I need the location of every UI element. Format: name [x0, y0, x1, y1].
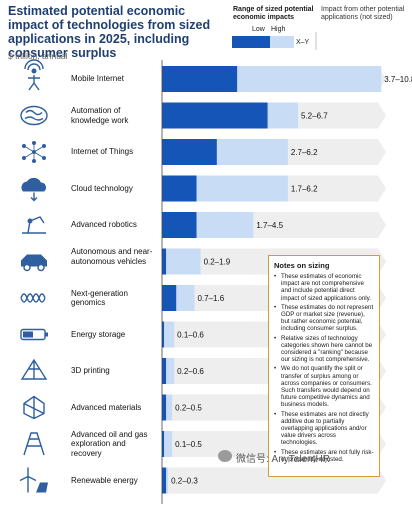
note-item: These estimates are not directly additiv…: [274, 411, 374, 447]
notes-list: These estimates of economic impact are n…: [274, 273, 374, 463]
range-label: 0.2–0.6: [177, 367, 204, 376]
brain-icon: [20, 105, 48, 126]
icon-part: [24, 59, 44, 71]
icon-part: [19, 467, 37, 493]
bar-high: [162, 394, 173, 421]
car-icon: [21, 254, 47, 272]
category-label: Advanced robotics: [71, 220, 137, 230]
bar-high: [162, 321, 175, 348]
robot-arm-icon: [22, 216, 46, 234]
range-label: 1.7–4.5: [256, 221, 283, 230]
bar-low: [162, 102, 268, 129]
watermark-text: 微信号: AnyTalentHR: [236, 454, 330, 465]
icon-part: [23, 331, 33, 338]
category-label: Automation of knowledge work: [71, 106, 129, 125]
person-signal-icon: [24, 59, 44, 91]
category-label: Advanced oil and gas exploration and rec…: [71, 429, 148, 458]
bar-low: [162, 394, 167, 421]
range-label: 3.7–10.8: [384, 75, 412, 84]
icon-part: [32, 150, 36, 154]
bar-low: [162, 66, 238, 92]
crystal-icon: [23, 395, 45, 420]
wind-solar-icon: [19, 467, 48, 493]
icon-part: [23, 395, 45, 420]
wechat-icon: [218, 450, 232, 462]
icon-part: [20, 105, 48, 126]
notes-box: Notes on sizing These estimates of econo…: [268, 255, 380, 477]
range-label: 0.2–0.5: [175, 404, 202, 413]
icon-part: [28, 75, 40, 91]
printer-3d-icon: [20, 358, 48, 380]
icon-part: [37, 263, 45, 272]
bar-low: [162, 175, 197, 202]
bar-high: [162, 431, 173, 457]
icon-part: [20, 358, 48, 380]
icon-part: [30, 192, 38, 202]
oil-rig-icon: [23, 432, 45, 456]
legend-range-label: X–Y: [296, 39, 310, 46]
bar-low: [162, 358, 167, 384]
icon-part: [23, 432, 45, 456]
icon-part: [20, 293, 46, 303]
bar-low: [162, 467, 167, 494]
legend-low-label: Low: [252, 26, 265, 33]
range-label: 0.1–0.6: [177, 331, 204, 340]
category-label: Next-generation genomics: [71, 288, 128, 308]
icon-part: [23, 263, 31, 272]
icon-part: [21, 254, 47, 267]
category-label: Internet of Things: [71, 147, 134, 157]
range-label: 0.2–0.3: [171, 477, 198, 486]
legend-high-swatch: [270, 36, 294, 48]
range-label: 0.1–0.5: [175, 440, 202, 449]
cloud-icon: [21, 177, 46, 202]
range-label: 1.7–6.2: [291, 185, 318, 194]
icon-part: [27, 218, 33, 224]
battery-icon: [20, 328, 48, 341]
category-label: Renewable energy: [71, 475, 138, 485]
category-label: Mobile Internet: [71, 74, 124, 84]
range-label: 0.7–1.6: [197, 294, 224, 303]
unit-label: $ trillion, annual: [8, 51, 68, 61]
note-item: We do not quantify the split or transfer…: [274, 365, 374, 408]
note-item: These estimates of economic impact are n…: [274, 273, 374, 302]
icon-part: [31, 68, 37, 74]
note-item: These estimates do not represent GDP or …: [274, 304, 374, 333]
icon-part: [21, 177, 46, 192]
icon-part: [45, 332, 48, 337]
legend-other-label: Impact from other potential applications…: [321, 6, 405, 21]
network-nodes-icon: [22, 141, 46, 163]
range-label: 5.2–6.7: [301, 112, 328, 121]
bar-low: [162, 285, 177, 311]
bar-low: [162, 139, 217, 165]
category-label: 3D printing: [71, 366, 110, 376]
range-label: 0.2–1.9: [204, 258, 231, 267]
bar-low: [162, 248, 167, 275]
category-label: Energy storage: [71, 329, 126, 339]
icon-part: [24, 109, 44, 121]
bar-low: [162, 321, 165, 348]
bar-low: [162, 212, 197, 238]
dna-icon: [20, 293, 46, 303]
icon-part: [22, 216, 46, 234]
legend-swatches: [232, 32, 317, 50]
range-label: 2.7–6.2: [291, 148, 318, 157]
page-title: Estimated potential economic impact of t…: [8, 4, 211, 60]
category-label: Autonomous and near-autonomous vehicles: [71, 247, 153, 266]
bar-high: [162, 248, 201, 275]
notes-title: Notes on sizing: [274, 261, 330, 270]
icon-part: [36, 482, 48, 493]
legend-high-label: High: [271, 26, 286, 33]
category-label: Advanced materials: [71, 402, 142, 412]
note-item: These estimates are not fully risk- or p…: [274, 449, 374, 463]
note-item: Relative sizes of technology categories …: [274, 335, 374, 364]
legend-low-swatch: [232, 36, 270, 48]
bar-low: [162, 431, 165, 457]
category-label: Cloud technology: [71, 183, 133, 193]
legend-title: Range of sized potential economic impact…: [233, 6, 314, 21]
